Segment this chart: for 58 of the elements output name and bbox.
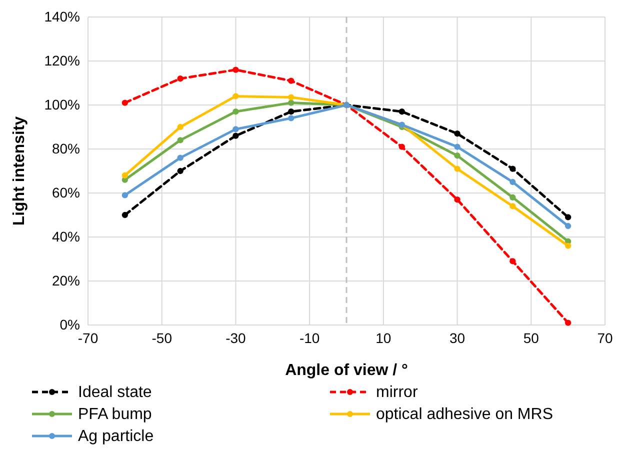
point xyxy=(454,152,460,159)
point xyxy=(510,258,516,264)
point xyxy=(288,115,294,122)
point xyxy=(122,212,128,218)
point xyxy=(510,194,516,200)
point xyxy=(122,100,128,106)
point xyxy=(232,132,239,139)
point xyxy=(288,100,294,106)
point xyxy=(232,126,239,132)
point xyxy=(398,144,405,150)
y-tick-label: 120% xyxy=(44,52,80,68)
y-tick-label: 100% xyxy=(44,96,80,112)
point xyxy=(177,124,184,130)
x-tick-label: -10 xyxy=(299,330,320,346)
point xyxy=(288,94,294,100)
point xyxy=(232,66,239,73)
point xyxy=(454,196,460,203)
legend-label: PFA bump xyxy=(78,406,152,423)
point xyxy=(288,78,294,84)
x-tick-label: -30 xyxy=(226,330,246,346)
point xyxy=(564,222,572,230)
legend-label: Ag particle xyxy=(78,428,154,445)
y-tick-label: 80% xyxy=(52,140,80,156)
point xyxy=(454,144,460,150)
point xyxy=(564,320,572,326)
point xyxy=(510,178,516,186)
x-tick-label: -50 xyxy=(152,330,172,346)
point xyxy=(122,172,128,178)
y-tick-label: 0% xyxy=(60,316,80,332)
point xyxy=(564,214,572,220)
point xyxy=(510,203,516,210)
point xyxy=(454,130,460,137)
point xyxy=(232,93,239,100)
point xyxy=(177,168,184,174)
y-tick-label: 20% xyxy=(52,272,80,288)
legend-label: mirror xyxy=(376,384,418,401)
x-tick-label: 30 xyxy=(449,330,466,346)
point xyxy=(398,108,405,115)
point xyxy=(454,166,460,172)
point xyxy=(177,76,184,82)
x-tick-label: 50 xyxy=(523,330,540,346)
x-tick-label: 70 xyxy=(597,330,613,346)
y-tick-label: 40% xyxy=(52,228,80,244)
legend-label: optical adhesive on MRS xyxy=(376,406,553,423)
point xyxy=(122,192,128,198)
y-tick-label: 140% xyxy=(44,8,80,24)
point xyxy=(232,108,239,115)
legend-label: Ideal state xyxy=(78,384,152,401)
point xyxy=(288,108,294,115)
point xyxy=(510,166,516,172)
y-tick-label: 60% xyxy=(52,184,80,200)
y-axis-title: Light intensity xyxy=(11,116,28,226)
x-axis-title: Angle of view / ° xyxy=(285,362,408,379)
point xyxy=(177,154,184,161)
x-tick-label: 10 xyxy=(376,330,392,346)
point xyxy=(177,137,184,144)
x-tick-label: -70 xyxy=(78,330,98,346)
point xyxy=(564,242,572,249)
